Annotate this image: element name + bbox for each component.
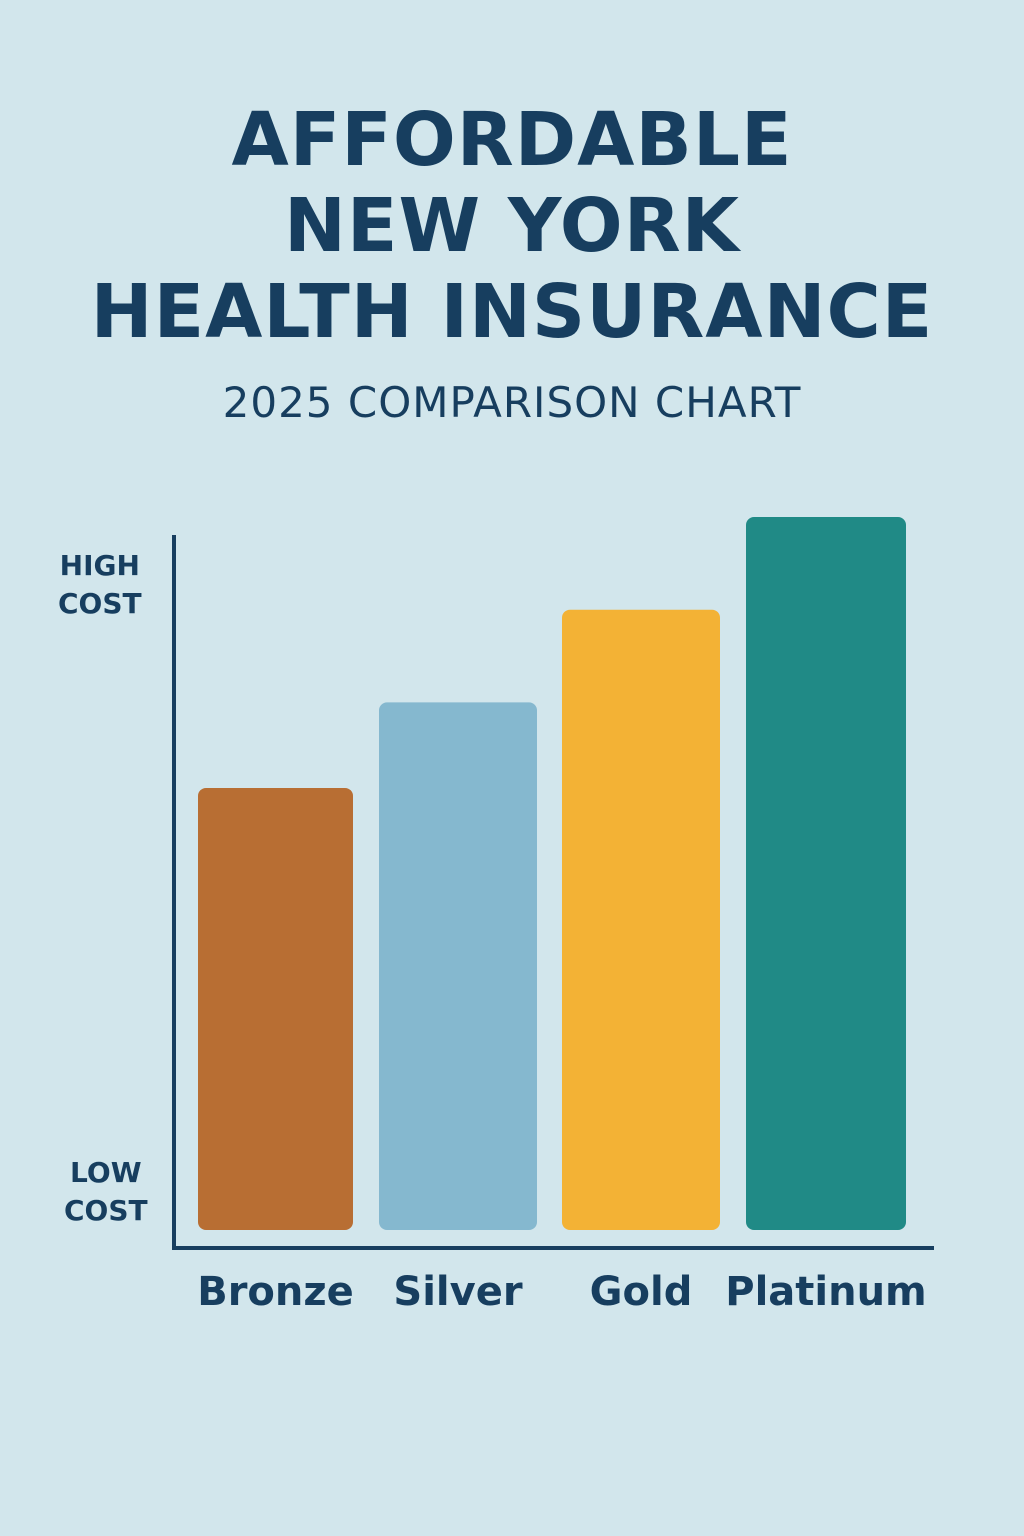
y-label-low-line2: COST bbox=[64, 1194, 148, 1227]
x-tick-label: Silver bbox=[393, 1269, 522, 1315]
chart-title: AFFORDABLE NEW YORK HEALTH INSURANCE bbox=[0, 97, 1024, 355]
title-line-1: AFFORDABLE bbox=[231, 97, 793, 183]
y-label-high: HIGH COST bbox=[58, 547, 142, 623]
bar-platinum bbox=[746, 517, 906, 1230]
bar-bronze bbox=[198, 787, 353, 1230]
y-label-high-line1: HIGH bbox=[59, 549, 140, 582]
y-label-high-line2: COST bbox=[58, 587, 142, 620]
bar-gold bbox=[562, 609, 720, 1230]
x-tick-label: Platinum bbox=[725, 1269, 926, 1315]
x-tick-label: Gold bbox=[590, 1269, 693, 1315]
bar-silver bbox=[379, 702, 537, 1230]
y-label-low: LOW COST bbox=[64, 1154, 148, 1230]
y-label-low-line1: LOW bbox=[70, 1156, 142, 1189]
title-line-3: HEALTH INSURANCE bbox=[90, 269, 934, 355]
title-line-2: NEW YORK bbox=[283, 183, 741, 269]
chart-subtitle: 2025 COMPARISON CHART bbox=[222, 378, 802, 427]
x-tick-label: Bronze bbox=[197, 1269, 354, 1315]
